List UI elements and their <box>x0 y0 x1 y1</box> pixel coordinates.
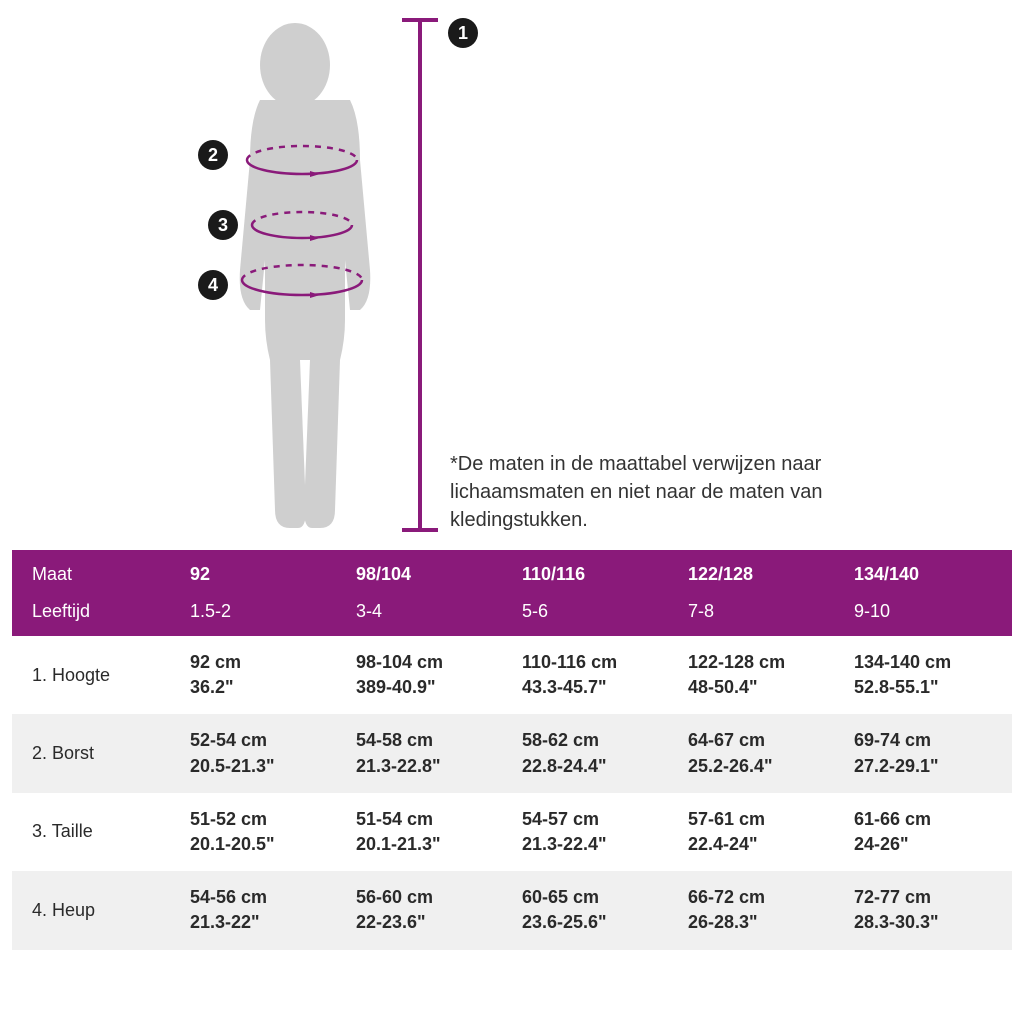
figure-area: 1 2 3 4 *De maten in de maattabel verwijzen… <box>0 0 1024 550</box>
row-label: 4. Heup <box>12 871 182 949</box>
header-cell: 9-10 <box>846 593 1012 636</box>
value-cell: 122-128 cm48-50.4" <box>680 636 846 714</box>
disclaimer-text: *De maten in de maattabel verwijzen naar… <box>450 450 850 534</box>
value-cell: 57-61 cm22.4-24" <box>680 793 846 871</box>
header-cell: 110/116 <box>514 550 680 593</box>
value-cell: 98-104 cm389-40.9" <box>348 636 514 714</box>
row-label: 1. Hoogte <box>12 636 182 714</box>
value-cell: 69-74 cm27.2-29.1" <box>846 714 1012 792</box>
value-cell: 64-67 cm25.2-26.4" <box>680 714 846 792</box>
header-label: Maat <box>12 550 182 593</box>
value-cell: 58-62 cm22.8-24.4" <box>514 714 680 792</box>
value-cell: 92 cm36.2" <box>182 636 348 714</box>
table-header-row: Leeftijd1.5-23-45-67-89-10 <box>12 593 1012 636</box>
value-cell: 52-54 cm20.5-21.3" <box>182 714 348 792</box>
value-cell: 54-56 cm21.3-22" <box>182 871 348 949</box>
header-cell: 7-8 <box>680 593 846 636</box>
table-row: 3. Taille51-52 cm20.1-20.5"51-54 cm20.1-… <box>12 793 1012 871</box>
size-table: Maat9298/104110/116122/128134/140Leeftij… <box>12 550 1012 950</box>
measurement-marker-2: 2 <box>198 140 228 170</box>
header-cell: 3-4 <box>348 593 514 636</box>
header-cell: 98/104 <box>348 550 514 593</box>
value-cell: 60-65 cm23.6-25.6" <box>514 871 680 949</box>
header-cell: 5-6 <box>514 593 680 636</box>
header-label: Leeftijd <box>12 593 182 636</box>
table-row: 4. Heup54-56 cm21.3-22"56-60 cm22-23.6"6… <box>12 871 1012 949</box>
measurement-marker-1: 1 <box>448 18 478 48</box>
value-cell: 56-60 cm22-23.6" <box>348 871 514 949</box>
value-cell: 110-116 cm43.3-45.7" <box>514 636 680 714</box>
header-cell: 122/128 <box>680 550 846 593</box>
table-row: 2. Borst52-54 cm20.5-21.3"54-58 cm21.3-2… <box>12 714 1012 792</box>
value-cell: 72-77 cm28.3-30.3" <box>846 871 1012 949</box>
value-cell: 51-54 cm20.1-21.3" <box>348 793 514 871</box>
value-cell: 54-58 cm21.3-22.8" <box>348 714 514 792</box>
value-cell: 66-72 cm26-28.3" <box>680 871 846 949</box>
row-label: 2. Borst <box>12 714 182 792</box>
table-row: 1. Hoogte92 cm36.2"98-104 cm389-40.9"110… <box>12 636 1012 714</box>
value-cell: 51-52 cm20.1-20.5" <box>182 793 348 871</box>
measurement-marker-3: 3 <box>208 210 238 240</box>
header-cell: 134/140 <box>846 550 1012 593</box>
value-cell: 134-140 cm52.8-55.1" <box>846 636 1012 714</box>
value-cell: 54-57 cm21.3-22.4" <box>514 793 680 871</box>
measurement-marker-4: 4 <box>198 270 228 300</box>
value-cell: 61-66 cm24-26" <box>846 793 1012 871</box>
table-header-row: Maat9298/104110/116122/128134/140 <box>12 550 1012 593</box>
header-cell: 1.5-2 <box>182 593 348 636</box>
header-cell: 92 <box>182 550 348 593</box>
body-figure: 1 2 3 4 <box>180 10 480 530</box>
row-label: 3. Taille <box>12 793 182 871</box>
